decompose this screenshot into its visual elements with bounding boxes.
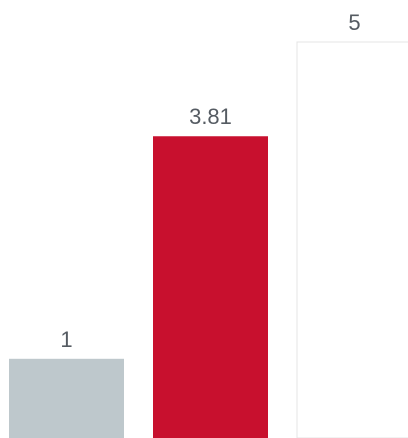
bar-1 bbox=[9, 358, 124, 438]
bar-value-label-1: 1 bbox=[60, 327, 72, 352]
bar-3 bbox=[296, 41, 408, 438]
bar-value-label-3: 5 bbox=[348, 10, 360, 35]
bars-group bbox=[9, 41, 408, 438]
bar-2 bbox=[153, 136, 268, 438]
value-labels-group: 1 3.81 5 bbox=[60, 10, 360, 352]
bar-value-label-2: 3.81 bbox=[189, 104, 232, 129]
